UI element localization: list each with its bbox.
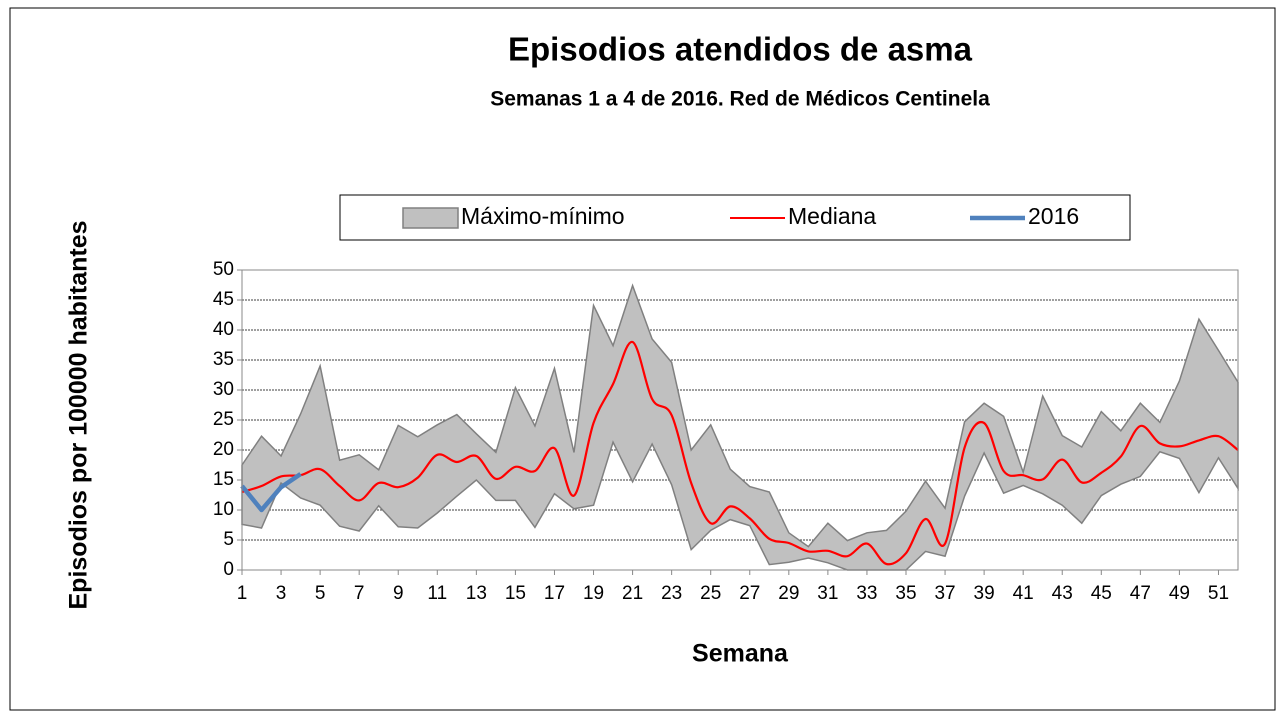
x-tick-label: 35	[895, 583, 916, 604]
y-tick-label: 45	[213, 289, 234, 310]
y-tick-label: 40	[213, 319, 234, 340]
y-tick-label: 15	[213, 469, 234, 490]
y-tick-label: 25	[213, 409, 234, 430]
x-tick-label: 5	[315, 583, 326, 604]
chart-subtitle: Semanas 1 a 4 de 2016. Red de Médicos Ce…	[490, 88, 990, 111]
x-tick-label: 27	[739, 583, 760, 604]
x-tick-label: 15	[505, 583, 526, 604]
plot-border	[241, 269, 1239, 571]
y-tick-label: 5	[223, 529, 234, 550]
legend-label: Máximo-mínimo	[461, 203, 625, 229]
x-tick-label: 31	[817, 583, 838, 604]
x-tick-label: 17	[544, 583, 565, 604]
y-tick-label: 50	[213, 259, 234, 280]
x-tick-label: 25	[700, 583, 721, 604]
x-tick-label: 37	[934, 583, 955, 604]
x-tick-label: 19	[583, 583, 604, 604]
x-tick-label: 41	[1013, 583, 1034, 604]
legend-label: Mediana	[788, 203, 876, 229]
y-axis-title: Episodios por 100000 habitantes	[65, 220, 93, 609]
y-tick-label: 30	[213, 379, 234, 400]
x-tick-label: 47	[1130, 583, 1151, 604]
series-line	[240, 472, 302, 513]
x-axis-title: Semana	[692, 640, 789, 668]
chart-title: Episodios atendidos de asma	[508, 31, 973, 68]
x-tick-label: 29	[778, 583, 799, 604]
x-tick-label: 23	[661, 583, 682, 604]
x-tick-label: 1	[237, 583, 248, 604]
x-tick-label: 11	[427, 583, 447, 604]
x-tick-label: 39	[974, 583, 995, 604]
x-tick-label: 9	[393, 583, 404, 604]
y-tick-label: 10	[213, 499, 234, 520]
legend-label: 2016	[1028, 203, 1079, 229]
x-tick-label: 3	[276, 583, 287, 604]
x-tick-label: 43	[1052, 583, 1073, 604]
x-tick-label: 49	[1169, 583, 1190, 604]
x-tick-label: 13	[466, 583, 487, 604]
x-tick-label: 51	[1208, 583, 1229, 604]
legend-swatch	[402, 207, 459, 229]
y-tick-label: 20	[213, 439, 234, 460]
x-tick-label: 33	[856, 583, 877, 604]
x-tick-label: 7	[354, 583, 365, 604]
y-tick-label: 0	[223, 559, 234, 580]
y-tick-label: 35	[213, 349, 234, 370]
x-tick-label: 45	[1091, 583, 1112, 604]
series-line	[241, 340, 1239, 566]
x-tick-label: 21	[622, 583, 643, 604]
